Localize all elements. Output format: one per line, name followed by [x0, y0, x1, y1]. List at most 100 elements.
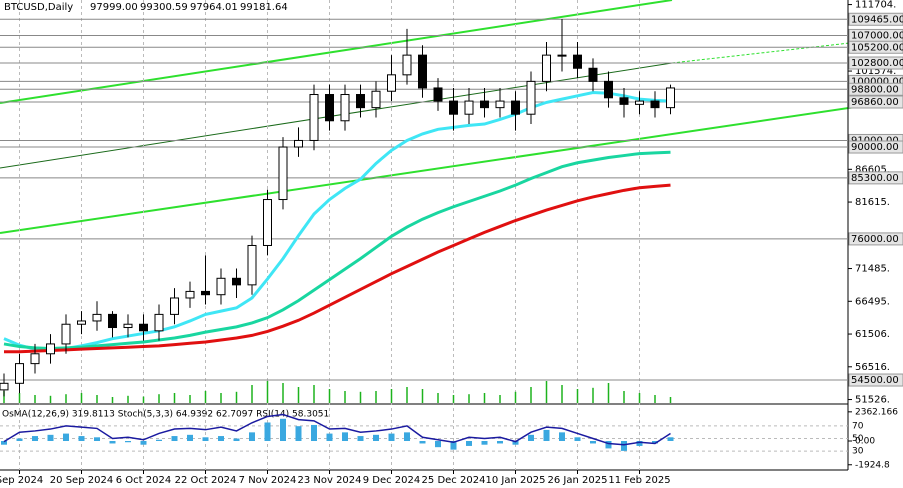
osma-bar	[187, 434, 193, 441]
ohlc-value: 97999.00	[90, 2, 138, 13]
candle-body	[216, 277, 226, 296]
x-tick-label: Sep 2024	[0, 475, 43, 486]
trend-line	[0, 62, 673, 169]
candle-body	[185, 290, 195, 299]
candle-body	[247, 244, 257, 286]
osma-bar	[171, 436, 178, 441]
osma-bar	[621, 441, 627, 451]
candle-body	[309, 94, 319, 141]
y-tick-label: 51526.	[855, 395, 890, 406]
candle-body	[15, 363, 24, 384]
trend-line	[0, 0, 673, 104]
x-tick-label: 7 Nov 2024	[239, 475, 297, 486]
y-tick-label: 81615.	[855, 197, 890, 208]
candle-body	[46, 343, 55, 355]
osma-bar	[450, 441, 457, 450]
osma-bar	[311, 424, 317, 441]
y-tick-label: 70	[852, 421, 864, 431]
y-tick-label: 61506.	[855, 329, 890, 340]
x-tick-label: 20 Sep 2024	[50, 475, 113, 486]
osma-bar	[574, 437, 581, 441]
osma-bar	[481, 441, 488, 445]
level-label: 105200.00	[851, 42, 903, 53]
candle-body	[170, 297, 179, 315]
osma-bar	[357, 436, 364, 441]
osma-bar	[94, 437, 100, 441]
y-tick-label: 71485.	[855, 264, 890, 275]
level-label: 100000.00	[851, 76, 903, 87]
osma-bar	[78, 436, 85, 441]
candle-body	[635, 100, 644, 105]
candle-body	[278, 146, 288, 201]
osma-bar	[280, 418, 286, 441]
y-tick-label: 2362.166	[855, 407, 898, 417]
x-tick-label: 25 Dec 2024	[422, 475, 486, 486]
candle-body	[325, 94, 334, 122]
osma-bar	[202, 437, 209, 441]
x-tick-label: 22 Oct 2024	[175, 475, 237, 486]
candle-body	[449, 100, 458, 115]
osma-bar	[559, 432, 565, 441]
level-label-box	[848, 95, 903, 109]
candle-body	[356, 94, 365, 109]
level-label-box	[848, 232, 903, 246]
osma-bar	[528, 434, 534, 441]
indicator-label: OsMA(12,26,9) 319.8113 Stoch(5,3,3) 64.9…	[2, 410, 329, 420]
y-tick-label: 101574.	[855, 66, 896, 77]
moving-average	[4, 183, 671, 354]
candle-body	[123, 323, 133, 329]
x-tick-label: 10 Jan 2025	[486, 475, 546, 486]
osma-bar	[497, 441, 503, 444]
osma-bar	[233, 438, 240, 441]
x-tick-label: 6 Oct 2024	[116, 475, 171, 486]
chart-title: BTCUSD,Daily	[4, 2, 73, 13]
level-label: 96860.00	[851, 97, 899, 108]
candle-body	[61, 323, 71, 345]
osma-bar	[590, 441, 596, 444]
candle-body	[30, 353, 40, 365]
candle-body	[433, 87, 443, 102]
level-label: 76000.00	[851, 234, 899, 245]
osma-bar	[63, 433, 69, 441]
level-label: 109465.00	[851, 14, 903, 25]
moving-average	[3, 91, 671, 352]
x-tick-label: 11 Feb 2025	[608, 475, 670, 486]
candle-body	[77, 320, 86, 325]
osma-bar	[264, 422, 271, 441]
trend-line	[671, 36, 903, 64]
trend-line	[0, 99, 903, 234]
candle-body	[0, 382, 9, 391]
osma-bar	[636, 441, 643, 446]
osma-bar	[249, 432, 255, 441]
candle-body	[542, 54, 551, 82]
osma-bar	[156, 439, 162, 441]
candle-body	[557, 54, 567, 57]
ohlc-value: 97964.01	[190, 2, 238, 13]
candle-body	[139, 323, 148, 332]
osma-bar	[388, 433, 395, 441]
candle-body	[619, 97, 629, 105]
candle-body	[526, 80, 536, 115]
level-label-box	[848, 140, 903, 154]
candle-body	[402, 54, 412, 76]
level-label: 98800.00	[851, 84, 899, 95]
osma-bar	[109, 441, 116, 444]
osma-bar	[295, 426, 302, 441]
level-label-box	[848, 56, 903, 70]
y-tick-label: 111704.	[855, 0, 896, 11]
candle-body	[294, 139, 303, 148]
y-tick-label: 56516.	[855, 362, 890, 373]
osma-bar	[652, 441, 658, 444]
candle-body	[201, 290, 210, 296]
osma-bar	[419, 441, 426, 444]
osma-bar	[326, 433, 333, 441]
osma-bar	[466, 441, 472, 446]
y-tick-label: 86605.	[855, 164, 890, 175]
level-label-box	[848, 82, 903, 96]
level-label: 107000.00	[851, 30, 903, 41]
osma-bar	[140, 441, 147, 445]
osma-bar	[373, 434, 379, 441]
level-label-box	[848, 171, 903, 185]
x-tick-label: 23 Nov 2024	[297, 475, 361, 486]
candle-body	[650, 100, 660, 109]
